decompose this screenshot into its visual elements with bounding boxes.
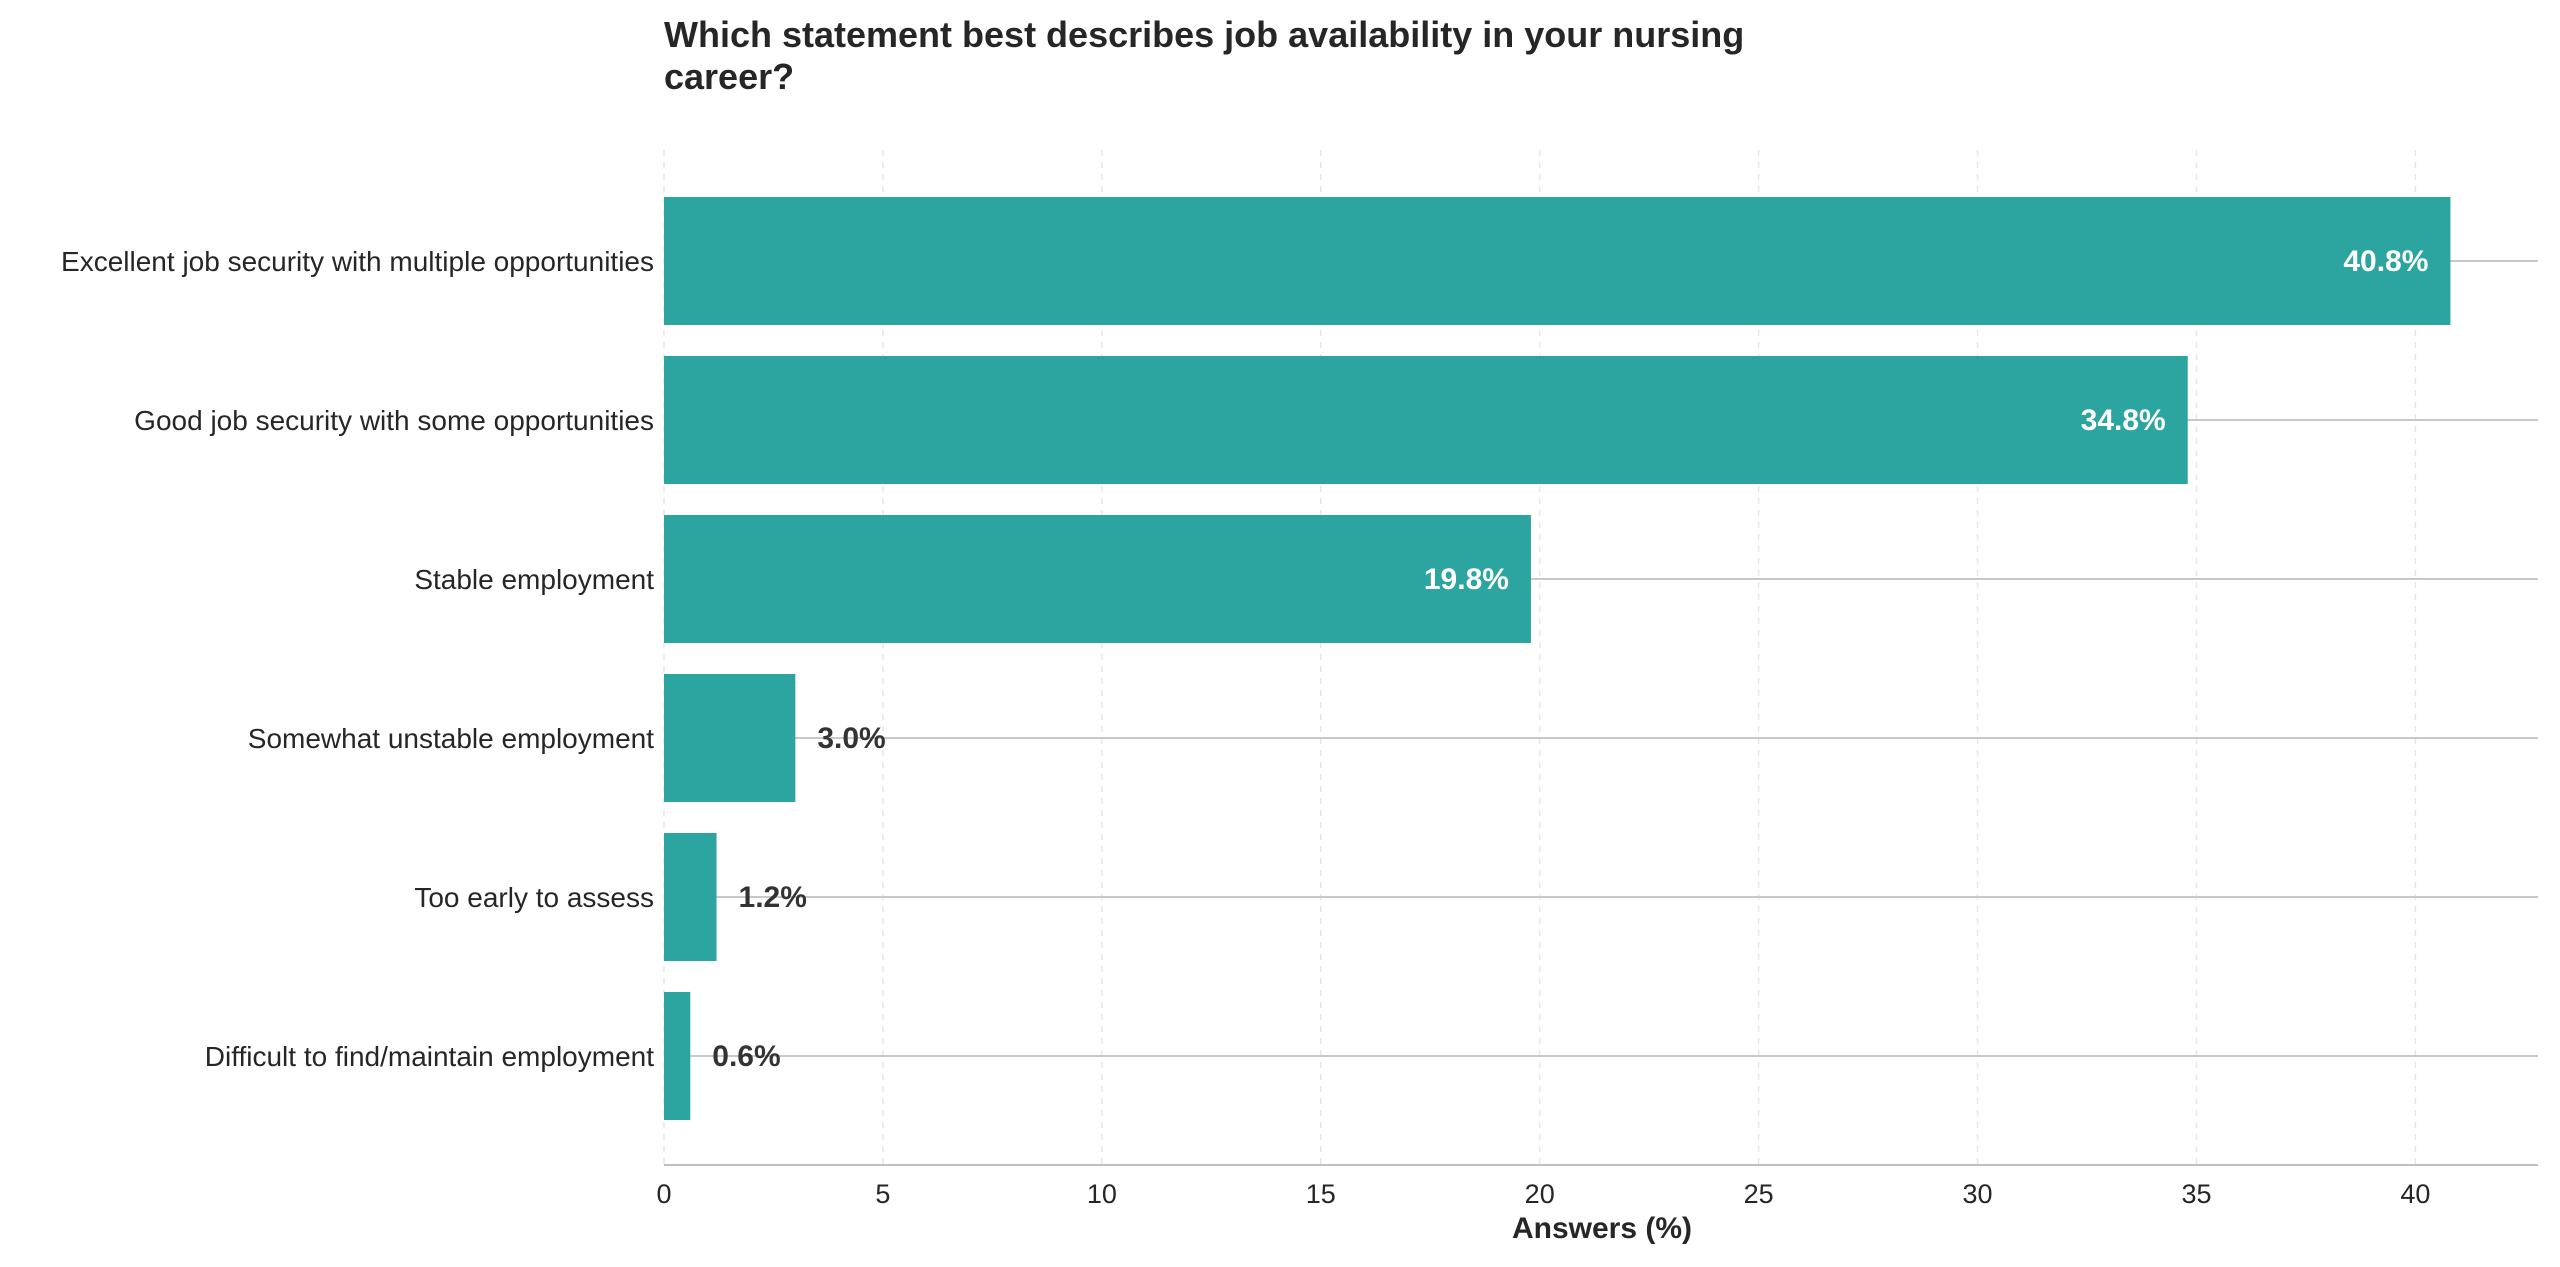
x-axis: 0 5 10 15 20 25 30 35 40 (656, 1164, 2538, 1209)
x-tick-label: 25 (1744, 1179, 1774, 1209)
x-tick-label: 35 (2181, 1179, 2211, 1209)
x-tick-label: 10 (1087, 1179, 1117, 1209)
bar (664, 356, 2188, 484)
bar (664, 992, 691, 1120)
data-label: 34.8% (2081, 404, 2166, 437)
category-labels: Excellent job security with multiple opp… (61, 246, 654, 1072)
data-label: 19.8% (1424, 563, 1509, 596)
category-label: Somewhat unstable employment (248, 723, 654, 754)
category-label: Difficult to find/maintain employment (205, 1041, 654, 1072)
bar (664, 833, 717, 961)
data-labels: 40.8% 34.8% 19.8% 3.0% 1.2% 0.6% (712, 245, 2428, 1073)
category-label: Excellent job security with multiple opp… (61, 246, 654, 277)
bar (664, 515, 1531, 643)
bars (664, 197, 2451, 1120)
bar (664, 674, 796, 802)
x-tick-label: 5 (875, 1179, 890, 1209)
x-tick-label: 30 (1963, 1179, 1993, 1209)
category-label: Good job security with some opportunitie… (134, 405, 654, 436)
data-label: 1.2% (739, 881, 807, 914)
bar (664, 197, 2451, 325)
category-label: Too early to assess (414, 882, 654, 913)
x-axis-title: Answers (%) (1512, 1212, 1692, 1245)
data-label: 0.6% (712, 1040, 780, 1073)
category-label: Stable employment (414, 564, 654, 595)
data-label: 3.0% (817, 722, 885, 755)
x-tick-label: 40 (2400, 1179, 2430, 1209)
x-tick-label: 20 (1525, 1179, 1555, 1209)
x-tick-label: 0 (656, 1179, 671, 1209)
chart-title: Which statement best describes job avail… (664, 14, 1745, 97)
data-label: 40.8% (2343, 245, 2428, 278)
x-tick-label: 15 (1306, 1179, 1336, 1209)
